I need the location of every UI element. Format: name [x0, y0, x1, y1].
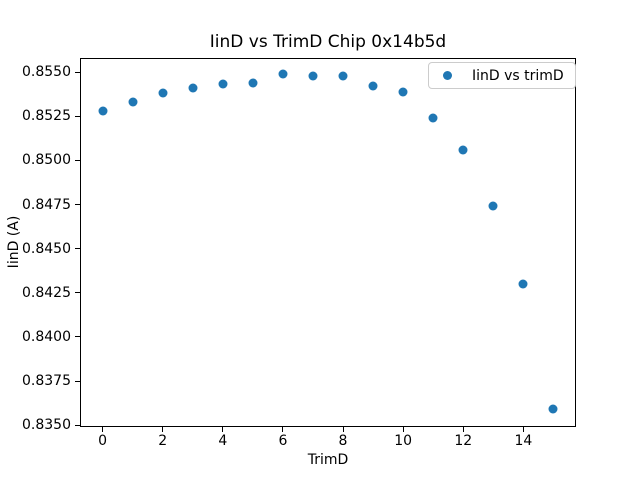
x-tick	[282, 427, 284, 432]
chart-title: IinD vs TrimD Chip 0x14b5d	[209, 32, 447, 52]
scatter-point	[338, 71, 348, 81]
y-tick	[75, 71, 80, 73]
y-tick	[75, 380, 80, 382]
x-tick	[402, 427, 404, 432]
x-tick-label: 4	[218, 433, 228, 449]
y-tick-label: 0.8425	[22, 284, 71, 301]
x-tick	[102, 427, 104, 432]
x-tick	[162, 427, 164, 432]
legend-marker-icon	[443, 71, 452, 80]
legend: IinD vs trimD	[428, 62, 576, 89]
scatter-point	[248, 78, 258, 88]
scatter-point	[218, 79, 228, 89]
x-tick-label: 8	[338, 433, 348, 449]
y-tick	[75, 159, 80, 161]
x-tick	[222, 427, 224, 432]
plot-area	[80, 58, 576, 427]
x-tick-label: 10	[394, 433, 413, 449]
y-tick	[75, 115, 80, 117]
y-tick-label: 0.8400	[22, 328, 71, 345]
scatter-point	[518, 279, 528, 289]
scatter-point	[188, 83, 198, 93]
y-tick-label: 0.8550	[22, 64, 71, 81]
scatter-point	[368, 81, 378, 91]
x-tick-label: 0	[98, 433, 107, 449]
scatter-point	[398, 87, 408, 97]
scatter-point	[548, 404, 558, 414]
y-tick-label: 0.8525	[22, 108, 71, 125]
y-tick	[75, 292, 80, 294]
legend-label: IinD vs trimD	[472, 67, 564, 84]
scatter-point	[458, 145, 468, 155]
y-tick	[75, 248, 80, 250]
x-tick-label: 14	[514, 433, 533, 449]
y-tick	[75, 424, 80, 426]
x-axis-label: TrimD	[307, 452, 349, 468]
x-tick	[342, 427, 344, 432]
y-tick-label: 0.8375	[22, 373, 71, 390]
x-tick	[522, 427, 524, 432]
scatter-point	[128, 97, 138, 107]
scatter-point	[98, 106, 108, 116]
scatter-point	[488, 201, 498, 211]
y-tick-label: 0.8450	[22, 240, 71, 257]
x-tick-label: 2	[158, 433, 168, 449]
scatter-point	[428, 113, 438, 123]
x-tick-label: 6	[278, 433, 288, 449]
y-tick-label: 0.8500	[22, 152, 71, 169]
scatter-point	[308, 71, 318, 81]
y-tick	[75, 336, 80, 338]
y-tick-label: 0.8475	[22, 196, 71, 213]
scatter-point	[158, 88, 168, 98]
scatter-point	[278, 69, 288, 79]
x-tick	[462, 427, 464, 432]
y-tick	[75, 204, 80, 206]
x-tick-label: 12	[454, 433, 473, 449]
y-tick-label: 0.8350	[22, 417, 71, 434]
